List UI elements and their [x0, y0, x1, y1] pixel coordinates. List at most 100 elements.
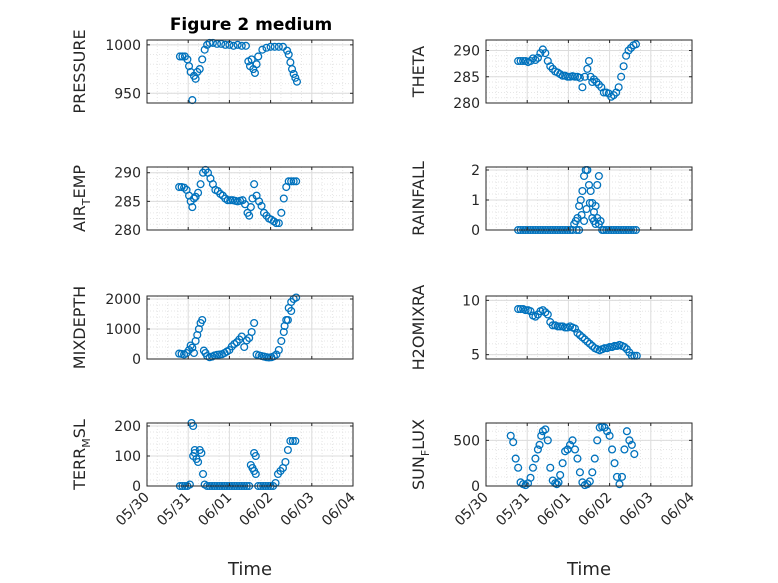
y-axis-label: SUNFLUX [409, 419, 432, 490]
y-tick-label: 5 [471, 348, 480, 364]
data-point [221, 40, 230, 49]
data-point [250, 180, 259, 189]
data-point [229, 41, 238, 50]
data-point [516, 56, 525, 66]
data-point [241, 41, 250, 50]
data-point [189, 194, 199, 203]
data-point [546, 463, 555, 472]
y-tick-label: 500 [453, 433, 480, 449]
data-point [531, 55, 540, 64]
data-point [615, 480, 624, 489]
data-point [247, 55, 256, 64]
data-point [543, 310, 552, 319]
data-point [251, 451, 260, 461]
data-point [292, 77, 302, 86]
data-point [242, 336, 251, 345]
x-tick-label: 06/01 [195, 490, 235, 530]
data-point [556, 322, 565, 331]
data-point [516, 304, 525, 314]
x-tick-label: 06/03 [278, 490, 318, 530]
data-point [274, 42, 283, 51]
data-point [580, 335, 589, 344]
data-point [541, 49, 550, 58]
y-axis-label: H2OMIXRA [409, 285, 428, 371]
axes-box [146, 422, 354, 487]
y-tick-label: 280 [114, 223, 141, 239]
data-point [612, 472, 622, 481]
data-point [580, 72, 589, 81]
data-point [277, 208, 286, 217]
plot-area [147, 296, 353, 359]
y-tick-label: 0 [471, 223, 480, 239]
data-point [190, 445, 199, 455]
data-point [605, 343, 614, 352]
data-point [514, 304, 523, 314]
subplot-4: 0 1 2 RAINFALL [409, 161, 693, 239]
data-point [586, 186, 595, 196]
x-tick-label: 06/02 [576, 490, 616, 530]
y-tick-label: 285 [453, 70, 480, 86]
data-point [627, 440, 636, 449]
y-tick-label: 280 [453, 96, 480, 112]
data-point [594, 171, 603, 181]
data-point [257, 201, 266, 210]
data-point [223, 196, 232, 205]
data-point [589, 75, 598, 84]
y-tick-label: 1000 [105, 322, 141, 338]
data-point [631, 40, 641, 49]
data-point [526, 473, 535, 482]
data-point [594, 219, 603, 229]
data-point [558, 71, 567, 80]
data-point [531, 454, 540, 463]
y-axis-label: THETA [409, 46, 428, 98]
data-point [617, 72, 626, 81]
data-point [584, 56, 594, 66]
y-tick-label: 2000 [105, 292, 141, 308]
data-point [573, 454, 582, 463]
data-point [175, 182, 184, 192]
y-tick-label: 0 [471, 479, 480, 495]
data-point [620, 445, 629, 454]
data-point [588, 468, 597, 477]
data-point [590, 454, 599, 463]
y-tick-label: 1000 [105, 38, 141, 54]
data-point [194, 188, 203, 197]
data-point [575, 331, 584, 340]
x-axis-label: Time [227, 559, 272, 580]
data-point [287, 65, 297, 74]
data-point [526, 307, 535, 316]
x-tick-label: 05/31 [154, 490, 194, 530]
data-point [610, 459, 619, 468]
data-point [292, 293, 301, 302]
data-point [509, 438, 518, 447]
data-point [511, 454, 520, 463]
y-tick-label: 290 [114, 166, 141, 182]
data-point [573, 328, 582, 337]
data-point [537, 431, 546, 440]
data-point [580, 216, 589, 226]
data-point [543, 436, 552, 445]
data-point [195, 65, 204, 74]
data-point [252, 60, 261, 69]
data-point [585, 198, 594, 208]
data-point [521, 306, 530, 315]
y-axis-label: RAINFALL [409, 161, 428, 236]
data-point [585, 477, 594, 486]
y-tick-label: 0 [132, 352, 141, 368]
x-tick-label: 06/04 [319, 489, 359, 529]
data-point [570, 324, 580, 333]
subplot-2: 280 285 290 THETA [409, 39, 693, 112]
x-tick-label: 06/01 [534, 490, 574, 530]
data-point [274, 219, 283, 228]
subplot-8: 0 500 05/30 05/31 06/01 06/02 06/03 06/04 Time SU… [409, 419, 698, 580]
data-point [531, 312, 540, 321]
data-point [558, 459, 567, 468]
axes-box [485, 422, 693, 487]
y-tick-label: 10 [462, 293, 480, 309]
y-axis-label: MIXDEPTH [70, 286, 89, 369]
data-point [576, 195, 585, 205]
data-point [283, 46, 292, 55]
data-point [283, 315, 292, 325]
axes-box [146, 39, 354, 104]
data-point [541, 308, 550, 317]
